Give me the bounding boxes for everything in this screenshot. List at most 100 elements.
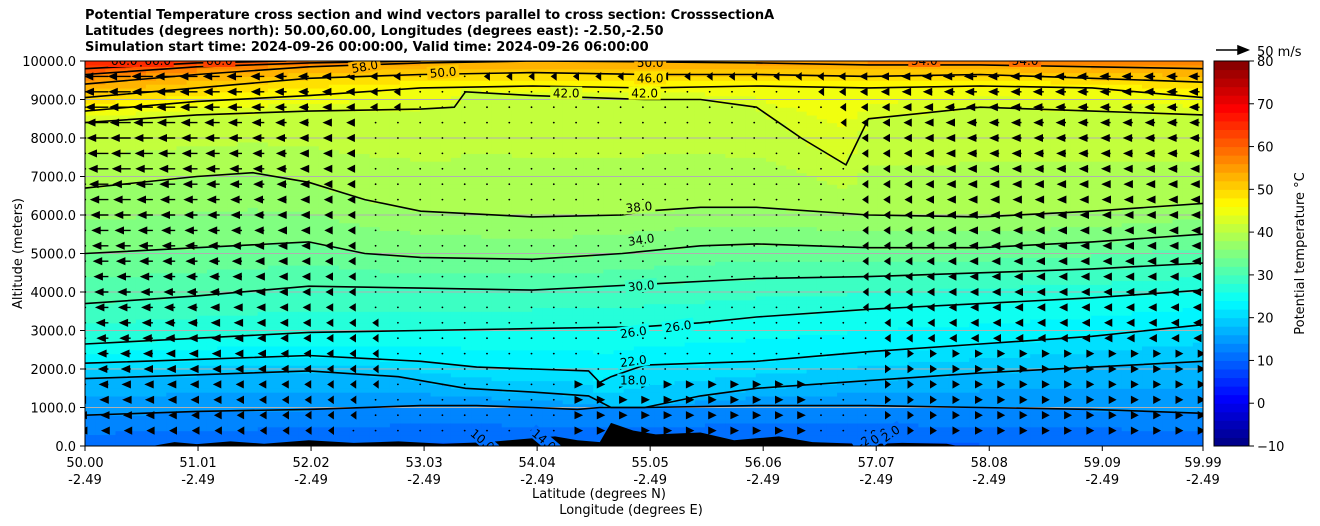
field-cell: [461, 238, 472, 243]
field-cell: [389, 372, 401, 378]
field-cell: [186, 307, 198, 312]
field-cell: [217, 376, 228, 382]
field-cell: [400, 411, 411, 416]
field-cell: [522, 145, 533, 151]
field-cell: [257, 107, 269, 112]
field-cell: [359, 84, 371, 89]
field-cell: [298, 215, 310, 220]
field-cell: [135, 419, 147, 424]
field-cell: [471, 268, 482, 274]
field-cell: [410, 68, 421, 74]
field-cell: [461, 230, 472, 235]
field-cell: [542, 141, 554, 147]
field-cell: [85, 145, 96, 151]
field-cell: [562, 126, 574, 131]
field-cell: [115, 422, 127, 428]
field-cell: [583, 434, 594, 439]
field-cell: [379, 180, 391, 185]
field-cell: [156, 199, 167, 205]
field-cell: [267, 253, 279, 258]
field-cell: [379, 161, 391, 166]
field-cell: [247, 64, 259, 70]
field-cell: [267, 338, 279, 343]
field-cell: [552, 188, 564, 193]
field-cell: [135, 114, 147, 120]
field-cell: [501, 138, 513, 143]
field-cell: [471, 265, 482, 270]
field-cell: [115, 153, 127, 158]
field-cell: [267, 353, 279, 359]
field-cell: [450, 176, 462, 181]
field-cell: [115, 138, 127, 143]
field-cell: [115, 338, 127, 343]
field-cell: [237, 376, 249, 382]
field-cell: [461, 118, 472, 124]
field-cell: [562, 241, 574, 247]
field-cell: [135, 222, 147, 228]
field-cell: [440, 114, 452, 120]
field-cell: [450, 164, 462, 170]
field-cell: [85, 149, 96, 154]
field-cell: [105, 372, 117, 378]
field-cell: [318, 361, 330, 366]
field-cell: [237, 295, 249, 301]
field-cell: [379, 407, 391, 412]
field-cell: [217, 411, 228, 416]
field-cell: [328, 261, 340, 266]
field-cell: [481, 111, 493, 116]
field-cell: [583, 295, 594, 301]
field-cell: [532, 284, 543, 289]
field-cell: [278, 249, 289, 255]
field-cell: [105, 369, 117, 374]
field-cell: [328, 149, 340, 154]
field-cell: [501, 238, 513, 243]
field-cell: [339, 276, 350, 282]
field-cell: [572, 161, 584, 166]
field-cell: [379, 103, 391, 108]
field-cell: [206, 276, 218, 282]
field-cell: [125, 241, 137, 247]
field-cell: [389, 365, 401, 370]
field-cell: [227, 241, 239, 247]
field-cell: [217, 211, 228, 216]
field-cell: [105, 215, 117, 220]
field-cell: [349, 422, 361, 428]
field-cell: [267, 199, 279, 205]
field-cell: [461, 276, 472, 282]
field-cell: [430, 261, 442, 266]
field-cell: [145, 218, 157, 224]
field-cell: [125, 353, 137, 359]
field-cell: [471, 299, 482, 305]
field-cell: [379, 384, 391, 389]
field-cell: [125, 99, 137, 104]
field-cell: [369, 299, 381, 305]
field-cell: [125, 114, 137, 120]
field-cell: [542, 395, 554, 401]
field-cell: [247, 365, 259, 370]
field-cell: [186, 91, 198, 97]
field-cell: [267, 188, 279, 193]
field-cell: [166, 284, 178, 289]
field-cell: [562, 261, 574, 266]
field-cell: [552, 376, 564, 382]
field-cell: [196, 395, 208, 401]
field-cell: [186, 369, 198, 374]
field-cell: [450, 292, 462, 297]
field-cell: [359, 357, 371, 362]
field-cell: [359, 288, 371, 293]
field-cell: [176, 434, 188, 439]
field-cell: [196, 419, 208, 424]
field-cell: [156, 241, 167, 247]
field-cell: [379, 138, 391, 143]
field-cell: [369, 111, 381, 116]
field-cell: [410, 222, 421, 228]
field-cell: [461, 261, 472, 266]
field-cell: [501, 153, 513, 158]
field-cell: [328, 145, 340, 151]
field-cell: [105, 265, 117, 270]
field-cell: [532, 149, 543, 154]
field-cell: [379, 245, 391, 251]
field-cell: [318, 407, 330, 412]
field-cell: [471, 292, 482, 297]
field-cell: [217, 238, 228, 243]
